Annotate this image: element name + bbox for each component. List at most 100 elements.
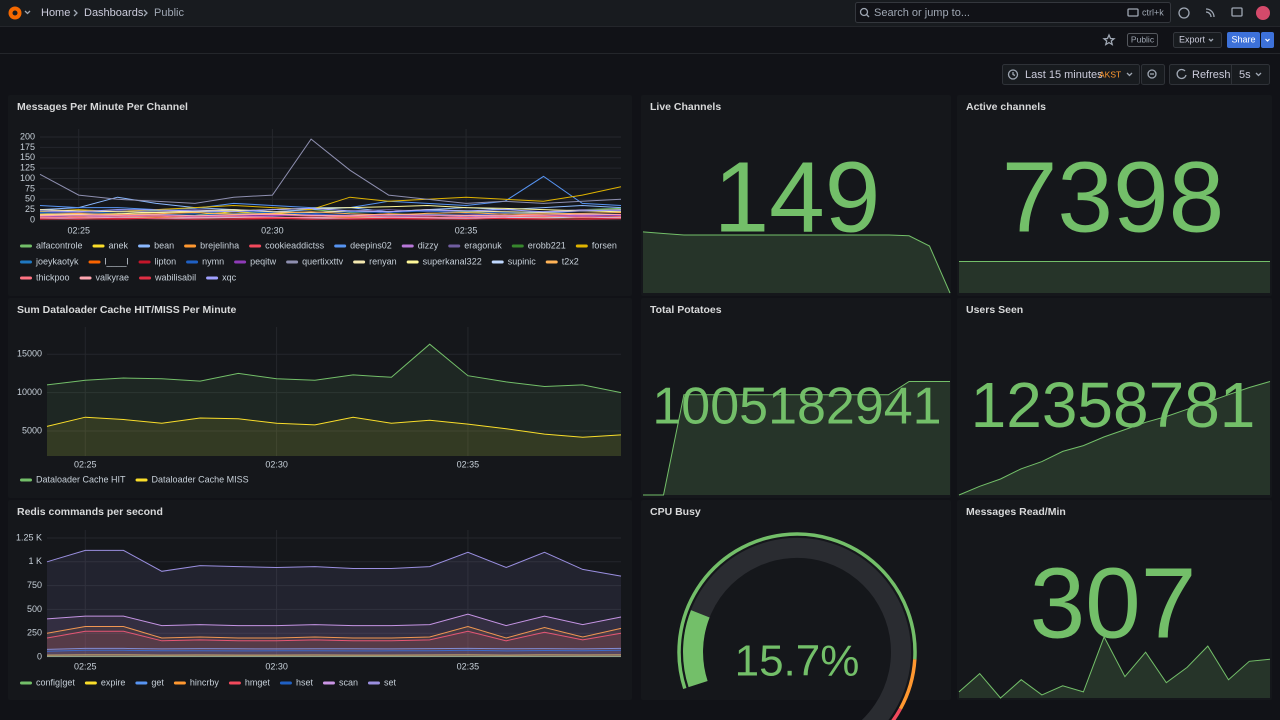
series-line <box>46 549 622 577</box>
legend-label[interactable]: anek <box>109 240 129 250</box>
legend-swatch <box>186 260 199 264</box>
legend-swatch <box>92 244 105 248</box>
series-line <box>46 625 622 639</box>
legend-swatch <box>286 260 299 264</box>
avatar[interactable] <box>1256 6 1270 20</box>
panel <box>957 95 1272 296</box>
y-tick-label: 175 <box>20 142 35 152</box>
legend-label[interactable]: valkyrae <box>96 272 130 282</box>
panel <box>8 95 632 296</box>
legend-label[interactable]: Dataloader Cache HIT <box>36 474 126 484</box>
legend-label[interactable]: hincrby <box>190 677 220 687</box>
legend-label[interactable]: alfacontrole <box>36 240 83 250</box>
gauge-label: 15.7% <box>735 637 860 686</box>
star-button[interactable] <box>1102 33 1116 46</box>
y-tick-label: 0 <box>30 214 35 224</box>
breadcrumb-separator <box>73 9 78 17</box>
y-tick-label: 50 <box>25 194 35 204</box>
legend-label[interactable]: hmget <box>245 677 271 687</box>
time-picker[interactable] <box>1002 64 1140 85</box>
panel-title: Sum Dataloader Cache HIT/MISS Per Minute <box>17 304 237 316</box>
breadcrumb[interactable]: Home <box>41 7 70 19</box>
legend-label[interactable]: hset <box>296 677 314 687</box>
legend-label[interactable]: renyan <box>369 256 397 266</box>
legend-label[interactable]: wabilisabil <box>154 272 196 282</box>
panel-title: Messages Read/Min <box>966 506 1066 518</box>
legend-label[interactable]: get <box>151 677 164 687</box>
legend-label[interactable]: peqitw <box>250 256 277 266</box>
legend-label[interactable]: quertixxttv <box>302 256 344 266</box>
help-icon[interactable] <box>1178 7 1190 19</box>
legend-label[interactable]: dizzy <box>418 240 439 250</box>
refresh-picker[interactable] <box>1169 64 1270 85</box>
panel-title: Active channels <box>966 101 1046 113</box>
legend-label[interactable]: bean <box>154 240 174 250</box>
export-button[interactable] <box>1173 32 1222 48</box>
legend-label[interactable]: thickpoo <box>36 272 70 282</box>
x-tick-label: 02:35 <box>455 225 478 235</box>
legend-label[interactable]: lipton <box>155 256 177 266</box>
series-area <box>47 344 621 456</box>
x-tick-label: 02:30 <box>261 225 284 235</box>
y-tick-label: 5000 <box>22 425 42 435</box>
legend-label[interactable]: forsen <box>592 240 617 250</box>
legend-label[interactable]: cookieaddictss <box>265 240 325 250</box>
legend-label[interactable]: supinic <box>508 256 537 266</box>
legend-swatch <box>491 260 504 264</box>
legend-label[interactable]: t2x2 <box>562 256 579 266</box>
legend-label[interactable]: scan <box>339 677 358 687</box>
series-line <box>46 630 622 642</box>
search-box[interactable] <box>855 2 1171 23</box>
legend-label[interactable]: superkanal322 <box>423 256 482 266</box>
y-tick-label: 250 <box>27 628 42 638</box>
sparkline <box>958 635 1271 699</box>
legend-label[interactable]: set <box>384 677 397 687</box>
legend-label[interactable]: xqc <box>222 272 237 282</box>
legend-swatch <box>228 681 241 685</box>
legend-swatch <box>20 276 32 280</box>
news-icon[interactable] <box>1205 8 1215 18</box>
legend-label[interactable]: erobb221 <box>528 240 566 250</box>
time-chevron <box>1126 72 1133 77</box>
series-line <box>39 207 622 213</box>
search-icon <box>859 7 869 17</box>
legend-label[interactable]: eragonuk <box>464 240 502 250</box>
legend-swatch <box>322 681 335 685</box>
legend-label[interactable]: l____l <box>105 256 129 266</box>
y-tick-label: 15000 <box>17 349 42 359</box>
share-button[interactable] <box>1227 32 1260 48</box>
panel-title: Redis commands per second <box>17 506 163 518</box>
legend-label[interactable]: nymn <box>202 256 224 266</box>
panel <box>641 500 951 700</box>
legend-label[interactable]: deepins02 <box>350 240 392 250</box>
sparkline-area <box>643 381 950 495</box>
kiosk-icon[interactable] <box>1231 7 1243 17</box>
legend-label[interactable]: joeykaotyk <box>35 256 79 266</box>
legend-swatch <box>139 276 152 280</box>
time-zone: AKST <box>1099 69 1121 79</box>
series-line <box>39 204 622 216</box>
share-dropdown[interactable] <box>1261 32 1274 48</box>
y-tick-label: 0 <box>37 651 42 661</box>
series-line <box>39 215 622 219</box>
legend-swatch <box>334 244 347 248</box>
legend-label[interactable]: expire <box>101 677 126 687</box>
legend-label[interactable]: config|get <box>36 677 75 687</box>
sparkline <box>643 381 950 496</box>
sparkline <box>958 381 1271 496</box>
share-chevron <box>1265 38 1270 42</box>
gauge-value <box>683 610 710 688</box>
legend-swatch <box>367 681 380 685</box>
legend-label[interactable]: Dataloader Cache MISS <box>152 474 249 484</box>
refresh-interval[interactable]: 5s <box>1239 69 1251 81</box>
legend-label[interactable]: brejelinha <box>200 240 239 250</box>
panel <box>957 500 1272 700</box>
sparkline <box>642 231 951 294</box>
series-area <box>47 650 621 657</box>
zoom-icon <box>1147 69 1157 79</box>
breadcrumb-current: Public <box>154 7 184 19</box>
breadcrumb[interactable]: Dashboards <box>84 7 144 19</box>
series-line <box>46 416 622 438</box>
series-line <box>39 211 622 216</box>
panel <box>641 298 951 498</box>
